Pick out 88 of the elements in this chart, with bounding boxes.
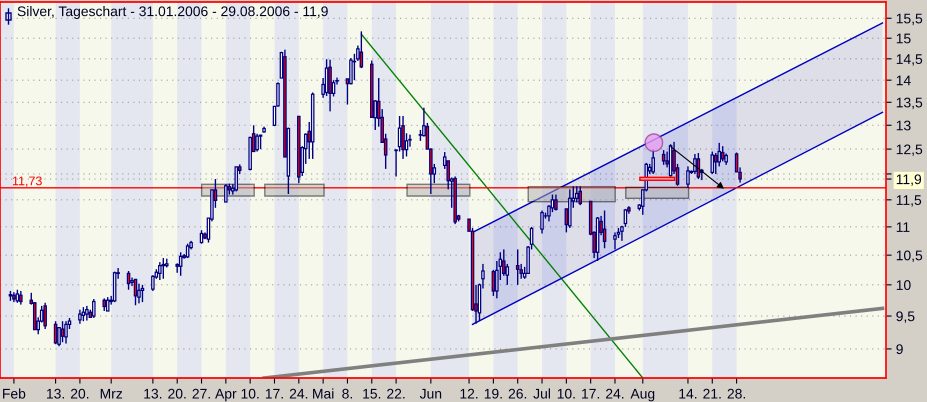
candlestick <box>19 290 23 306</box>
y-tick-label: 12,5 <box>896 144 922 156</box>
candlestick <box>16 289 20 304</box>
x-tick-label: 19. <box>484 388 502 399</box>
candlestick <box>162 257 166 280</box>
y-tick-label: 14 <box>896 76 911 86</box>
candlestick <box>360 30 364 69</box>
x-tick-label: 10. <box>242 388 259 399</box>
y-tick-label: 14,5 <box>896 54 922 66</box>
x-tick-label: 20. <box>70 388 88 399</box>
candlestick <box>78 308 82 324</box>
candlestick <box>686 166 690 188</box>
x-tick-label: 24. <box>606 388 624 398</box>
candlestick <box>349 57 353 86</box>
x-tick-label: Feb <box>3 388 26 399</box>
y-tick-label: 15 <box>896 34 911 44</box>
candlestick <box>662 149 666 166</box>
candlestick <box>8 290 12 302</box>
x-tick-label: 17. <box>266 388 283 398</box>
y-tick-label: 10 <box>896 280 911 290</box>
candlestick <box>255 133 259 152</box>
y-tick-label: 9,5 <box>896 311 914 323</box>
x-tick-label: 21. <box>703 388 721 398</box>
x-tick-label: Jul <box>533 388 550 399</box>
candlestick <box>540 210 544 234</box>
x-tick-label: 27. <box>192 388 210 398</box>
x-tick-label: 10. <box>558 388 575 399</box>
candlestick <box>92 298 96 319</box>
candlestick <box>137 282 141 304</box>
candlestick <box>554 194 558 212</box>
x-tick-label: Jun <box>420 388 442 399</box>
candlestick <box>720 146 724 162</box>
x-tick-label: 13. <box>47 388 64 399</box>
candlestick <box>224 183 228 204</box>
candlestick <box>234 166 238 192</box>
candlestick <box>43 302 47 330</box>
candlestick <box>624 208 628 228</box>
candlestick <box>64 320 68 344</box>
candlestick <box>12 291 16 303</box>
candlestick <box>140 284 144 303</box>
x-tick-label: 20. <box>168 388 186 399</box>
candlestick <box>106 296 110 312</box>
x-tick-label: Aug <box>630 388 654 402</box>
y-tick-label: 9 <box>896 344 903 354</box>
y-tick-label: 10,5 <box>896 250 922 262</box>
x-tick-label: Apr <box>215 388 236 402</box>
candlestick <box>85 305 89 322</box>
x-tick-label: 24. <box>290 388 308 398</box>
candlestick <box>613 232 617 250</box>
candlestick <box>54 320 58 345</box>
candlestick <box>492 269 496 297</box>
candlestick <box>82 306 86 322</box>
chart-title: Silver, Tageschart - 31.01.2006 - 29.08.2006 - 11,9 <box>18 6 328 19</box>
candlestick <box>693 153 697 175</box>
candlestick <box>714 152 718 175</box>
candlestick <box>418 129 422 142</box>
candlestick <box>401 115 405 160</box>
candlestick <box>126 270 130 290</box>
candlestick <box>186 242 190 259</box>
x-tick-label: 8. <box>342 388 352 399</box>
candlestick <box>516 248 520 286</box>
candlestick <box>696 152 700 180</box>
y-tick-label: 13,5 <box>896 98 922 110</box>
candlestick <box>200 230 204 244</box>
x-tick-label: 12. <box>460 388 478 398</box>
x-tick-label: 22. <box>387 388 404 398</box>
x-tick-label: Mrz <box>100 388 122 398</box>
candlestick <box>102 298 106 312</box>
ref-line-label: 11,73 <box>12 176 42 187</box>
x-tick-label: 17. <box>582 388 600 398</box>
x-tick-label: 13. <box>144 388 162 399</box>
candlestick <box>158 261 162 281</box>
x-tick-label: 15. <box>363 388 380 399</box>
candlestick <box>178 252 182 276</box>
candlestick <box>710 150 714 175</box>
x-tick-label: 14. <box>679 388 696 398</box>
candlestick <box>398 115 402 152</box>
x-tick-label: 26. <box>508 388 526 399</box>
y-tick-label: 11,9 <box>896 174 922 186</box>
x-tick-label: Mai <box>313 388 334 399</box>
y-tick-label: 11 <box>896 222 910 232</box>
candlestick <box>258 134 262 150</box>
candlestick <box>134 278 138 306</box>
candlestick <box>602 210 606 249</box>
y-tick-label: 11,5 <box>896 195 922 207</box>
y-tick-label: 13 <box>896 120 911 130</box>
y-tick-label: 15,5 <box>896 14 922 26</box>
x-tick-label: 28. <box>728 388 745 399</box>
